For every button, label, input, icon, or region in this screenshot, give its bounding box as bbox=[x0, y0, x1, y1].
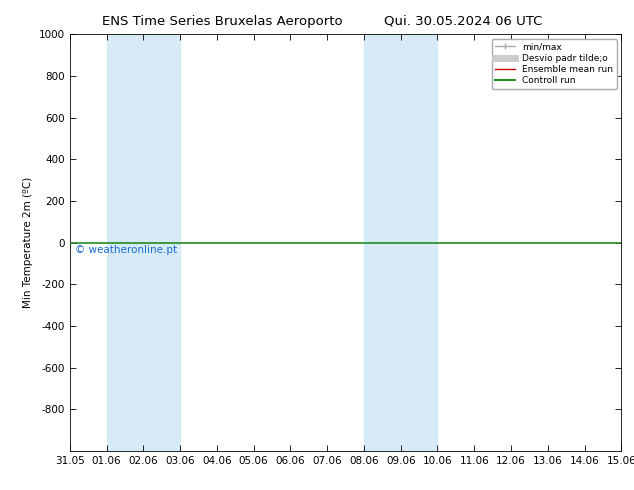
Y-axis label: Min Temperature 2m (ºC): Min Temperature 2m (ºC) bbox=[23, 177, 33, 308]
Bar bbox=[107, 34, 180, 451]
Bar bbox=[364, 34, 437, 451]
Legend: min/max, Desvio padr tilde;o, Ensemble mean run, Controll run: min/max, Desvio padr tilde;o, Ensemble m… bbox=[491, 39, 617, 89]
Text: © weatheronline.pt: © weatheronline.pt bbox=[75, 245, 178, 255]
Text: ENS Time Series Bruxelas Aeroporto: ENS Time Series Bruxelas Aeroporto bbox=[101, 15, 342, 28]
Text: Qui. 30.05.2024 06 UTC: Qui. 30.05.2024 06 UTC bbox=[384, 15, 542, 28]
